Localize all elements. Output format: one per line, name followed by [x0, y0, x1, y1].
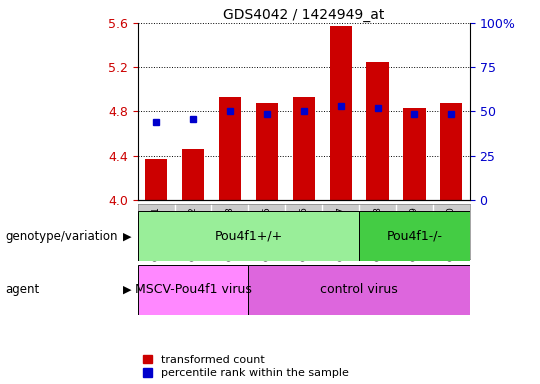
Text: GSM499603: GSM499603 — [226, 206, 234, 261]
Bar — [367, 62, 389, 200]
Bar — [293, 97, 315, 200]
Text: ▶: ▶ — [123, 285, 131, 295]
Text: ▶: ▶ — [123, 231, 131, 241]
Bar — [138, 265, 248, 315]
Text: GSM499600: GSM499600 — [447, 206, 456, 261]
Text: GSM499598: GSM499598 — [373, 206, 382, 261]
Legend: transformed count, percentile rank within the sample: transformed count, percentile rank withi… — [143, 355, 349, 379]
Text: GSM499596: GSM499596 — [299, 206, 308, 261]
Text: GSM499597: GSM499597 — [336, 206, 345, 261]
Text: control virus: control virus — [320, 283, 398, 296]
Bar — [182, 149, 204, 200]
Bar — [440, 103, 462, 200]
Bar — [256, 103, 278, 200]
Text: MSCV-Pou4f1 virus: MSCV-Pou4f1 virus — [134, 283, 252, 296]
Text: Pou4f1+/+: Pou4f1+/+ — [214, 230, 282, 243]
Bar — [329, 26, 352, 200]
Bar — [248, 265, 470, 315]
Bar — [145, 159, 167, 200]
Title: GDS4042 / 1424949_at: GDS4042 / 1424949_at — [223, 8, 384, 22]
Bar — [403, 108, 426, 200]
Bar — [138, 211, 359, 261]
Text: GSM499599: GSM499599 — [410, 206, 419, 261]
Text: GSM499595: GSM499595 — [262, 206, 271, 261]
Bar — [219, 97, 241, 200]
Bar — [359, 211, 470, 261]
Text: GSM499602: GSM499602 — [188, 206, 198, 261]
Text: GSM499601: GSM499601 — [152, 206, 161, 261]
Text: genotype/variation: genotype/variation — [5, 230, 118, 243]
Text: agent: agent — [5, 283, 39, 296]
Text: Pou4f1-/-: Pou4f1-/- — [387, 230, 442, 243]
